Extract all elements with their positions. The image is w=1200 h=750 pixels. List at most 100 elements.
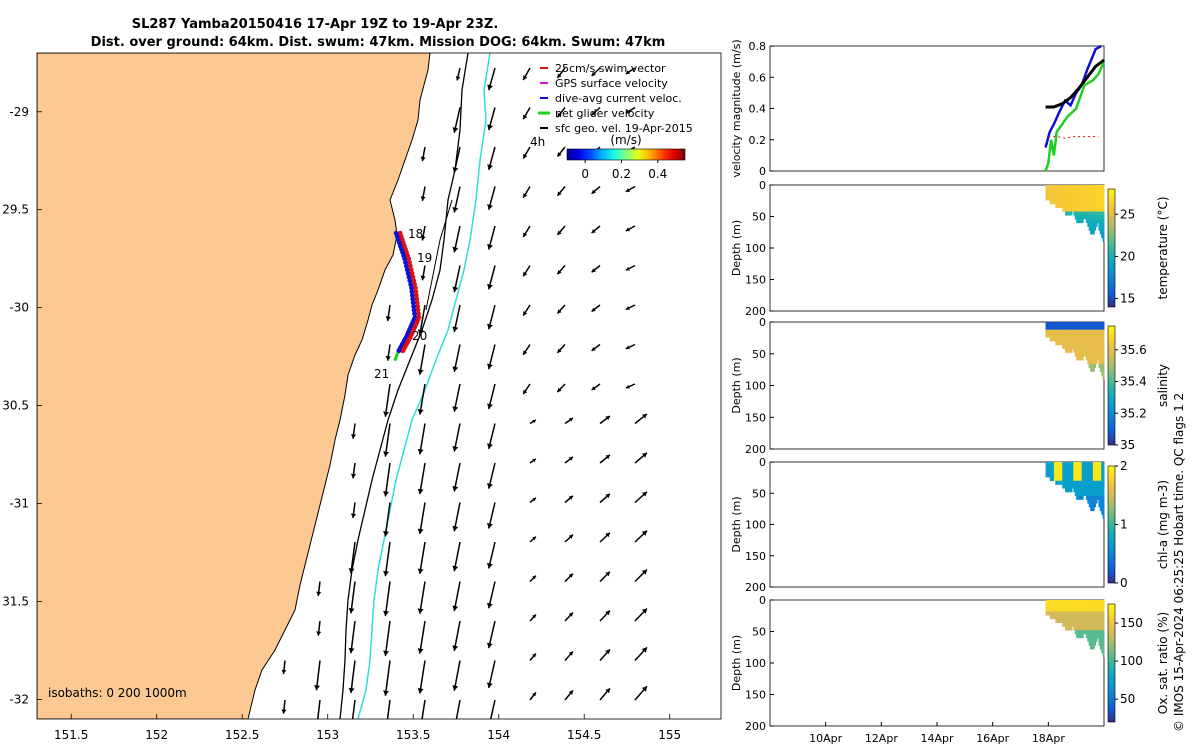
profile-cell [1076,622,1079,627]
profile-cell [1066,480,1069,485]
velocity-arrow [529,419,537,425]
profile-cell [1066,477,1069,482]
profile-cell [1069,607,1072,612]
arrow-head [452,645,459,651]
profile-cell [1078,211,1081,216]
profile-cell [1045,192,1048,197]
profile-cell [1073,603,1076,608]
profile-cell [1073,333,1076,338]
profile-cell [1056,200,1059,205]
profile-cell [1090,495,1092,500]
profile-cell [1062,473,1065,478]
profile-cell [1065,484,1067,489]
profile-cell [1088,503,1091,508]
profile-cell [1099,503,1102,508]
profile-cell [1053,462,1056,467]
legend-dive: dive-avg current veloc. [555,92,682,105]
profile-cell [1056,188,1059,193]
profile-cell [1091,477,1094,482]
profile-y-tick-label: 150 [745,274,766,287]
profile-cell [1098,615,1101,620]
velocity-arrow [634,491,648,504]
profile-cell [1081,484,1084,489]
profile-cell [1052,322,1055,327]
arrow-head [568,495,573,500]
profile-cell [1056,192,1059,197]
arrow-shaft [419,620,426,654]
arrow-head [487,243,493,250]
profile-cell [1078,634,1081,639]
profile-cell [1099,203,1102,208]
profile-cell [1101,230,1104,235]
profile-cell [1098,329,1101,334]
profile-cell [1087,337,1090,342]
profile-colorbar [1107,325,1116,446]
profile-cell [1073,480,1076,485]
profile-cell [1081,322,1084,327]
profile-cell [1083,207,1086,212]
profile-cell [1087,492,1090,497]
profile-cell [1062,203,1065,208]
arrow-head [385,355,391,361]
profile-cell [1091,219,1094,224]
profile-cell [1088,207,1091,212]
swim-vector [406,256,412,262]
arrow-head [452,685,459,691]
arrow-head [605,415,610,421]
profile-cell [1070,211,1073,216]
profile-cell [1074,352,1077,357]
profile-cell [1095,188,1098,193]
profile-cell [1094,492,1097,497]
velocity-arrow [564,456,574,464]
arrow-head [452,525,459,532]
profile-cell [1066,344,1069,349]
profile-cell [1091,200,1094,205]
profile-cell [1052,329,1055,334]
profile-cell [1067,192,1070,197]
profile-cell [1091,641,1094,646]
profile-cell [1083,325,1086,330]
profile-cell [1078,495,1081,500]
profile-cell [1099,492,1102,497]
profile-cell [1091,630,1094,635]
profile-cell [1067,611,1070,616]
profile-cell [1076,215,1079,220]
bottom-x-tick-label: 14Apr [920,732,954,745]
profile-cell [1067,603,1070,608]
profile-cell [1066,462,1069,467]
profile-cell [1062,469,1065,474]
map-x-tick-label: 153 [316,728,339,742]
profile-cell [1087,465,1090,470]
profile-cell [1090,348,1092,353]
profile-cell [1066,192,1069,197]
profile-cell [1048,611,1051,616]
profile-cell [1087,352,1090,357]
arrow-head [625,227,630,232]
profile-cell [1084,477,1087,482]
velocity-arrow [452,225,461,253]
profile-cell [1088,488,1091,493]
profile-cell [1055,611,1058,616]
profile-cell [1080,329,1083,334]
velocity-arrow [556,304,566,315]
velocity-arrow [599,648,611,662]
profile-cell [1077,488,1080,493]
profile-cell [1073,618,1076,623]
colorbar-unit: (m/s) [610,133,641,147]
profile-cell [1087,603,1090,608]
profile-cell [1097,348,1099,353]
profile-cell [1065,207,1067,212]
profile-cell [1088,641,1091,646]
arrow-head [605,688,610,694]
arrow-head [452,605,459,612]
profile-cell [1078,607,1081,612]
profile-cell [1070,185,1073,190]
profile-cell [1048,185,1051,190]
profile-cell [1097,188,1099,193]
profile-cell [1084,488,1087,493]
velocity-arrow [522,383,531,395]
profile-cell [1076,207,1079,212]
profile-cell [1091,325,1094,330]
profile-cell [1081,333,1084,338]
profile-cell [1045,473,1048,478]
